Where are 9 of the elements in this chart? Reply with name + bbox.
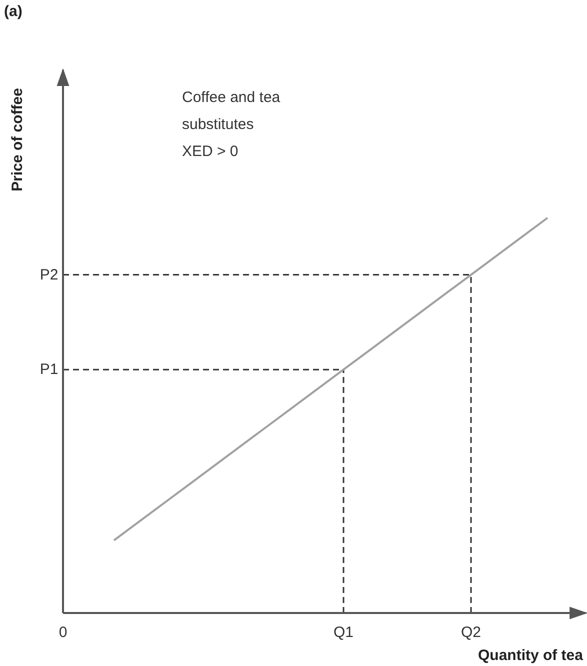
ref-line-label: P2 [40, 266, 58, 284]
x-tick-label: 0 [58, 624, 68, 641]
ref-line-label: P1 [40, 361, 58, 378]
x-axis-title: Quantity of tea [478, 647, 584, 664]
y-axis-title: Price of coffee [9, 88, 26, 192]
x-tick-label: Q1 [333, 624, 354, 641]
x-tick-label: Q2 [460, 624, 482, 641]
text: Coffee and tea substitutes XED > 0 [182, 89, 281, 160]
chart-title: (a) [4, 3, 22, 20]
